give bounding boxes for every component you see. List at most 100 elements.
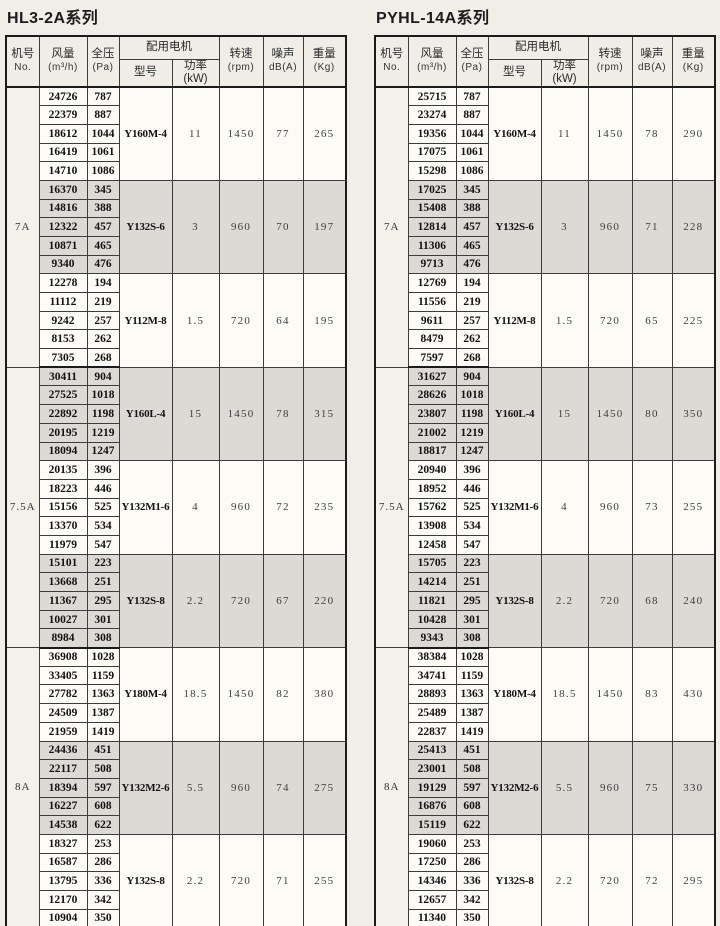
pressure-cell: 1198 (86, 404, 120, 424)
pressure-cell: 887 (86, 105, 120, 125)
airflow-cell: 13370 (38, 516, 88, 536)
airflow-cell: 21959 (38, 721, 88, 742)
machine-no-cell: 7.5A (5, 366, 40, 649)
table-row: 18952 446 (375, 478, 715, 499)
noise-cell: 82 (262, 647, 304, 742)
airflow-cell: 22379 (38, 105, 88, 125)
pressure-cell: 1363 (86, 684, 120, 705)
airflow-cell: 23807 (407, 404, 457, 424)
noise-cell: 72 (262, 460, 304, 555)
table-row: 17075 1061 (375, 142, 715, 163)
airflow-cell: 16419 (38, 142, 88, 163)
table-header: 机号 No. 风量 (m³/h) 全压 (Pa) 配用电机 转速 (rpm) 噪声 dB(… (5, 35, 347, 88)
table-row: 9611 257 (375, 310, 715, 331)
pressure-cell: 194 (455, 273, 489, 293)
pressure-cell: 219 (86, 292, 120, 312)
motor-power-cell: 5.5 (540, 740, 589, 835)
noise-cell: 75 (631, 740, 673, 835)
airflow-cell: 30411 (38, 366, 88, 387)
airflow-cell: 18094 (38, 441, 88, 462)
noise-cell: 71 (631, 179, 673, 275)
table-row: 11556 219 (375, 292, 715, 312)
table-row: 22892 1198 (6, 404, 346, 424)
motor-model-cell: Y112M-8 (487, 273, 542, 368)
noise-cell: 67 (262, 553, 304, 649)
weight-cell: 315 (302, 366, 347, 462)
table-row: 22837 1419 (375, 721, 715, 742)
airflow-cell: 28626 (407, 385, 457, 406)
pressure-cell: 887 (455, 105, 489, 125)
airflow-cell: 33405 (38, 665, 88, 686)
motor-model-cell: Y180M-4 (118, 647, 173, 742)
pressure-cell: 388 (455, 198, 489, 219)
airflow-cell: 12814 (407, 217, 457, 237)
table-row: 15762 525 (375, 497, 715, 518)
table-row: 19129 597 (375, 777, 715, 798)
table-body: 7A 24726 787 Y160M-4 11 1450 77 265 22379 887 1861… (5, 86, 347, 926)
table-row: 18094 1247 (6, 441, 346, 462)
pressure-cell: 219 (455, 292, 489, 312)
pressure-cell: 223 (455, 553, 489, 574)
motor-model-cell: Y132S-8 (487, 833, 542, 926)
weight-cell: 265 (302, 86, 347, 181)
airflow-cell: 31627 (407, 366, 457, 387)
pressure-cell: 396 (455, 460, 489, 480)
table-row: 11340 350 (375, 908, 715, 926)
table-row: 10904 350 (6, 908, 346, 926)
pressure-cell: 787 (455, 86, 489, 107)
motor-power-cell: 2.2 (171, 553, 220, 649)
col-header-airflow: 风量 (m³/h) (38, 35, 88, 88)
pressure-cell: 251 (455, 572, 489, 592)
table-row: 8479 262 (375, 329, 715, 350)
pressure-cell: 1061 (455, 142, 489, 163)
airflow-cell: 25489 (407, 703, 457, 723)
pressure-cell: 350 (86, 908, 120, 926)
motor-model-cell: Y132S-8 (118, 553, 173, 649)
table-row: 15298 1086 (375, 161, 715, 181)
airflow-cell: 20195 (38, 422, 88, 443)
pressure-cell: 345 (455, 179, 489, 200)
table-row: 12657 342 (375, 890, 715, 910)
airflow-cell: 15408 (407, 198, 457, 219)
table-row: 13668 251 (6, 572, 346, 592)
machine-no-cell: 7.5A (374, 366, 409, 649)
motor-power-cell: 1.5 (540, 273, 589, 368)
table-row: 15101 223 Y132S-8 2.2 720 67 220 (6, 553, 347, 649)
airflow-cell: 11367 (38, 591, 88, 611)
pressure-cell: 1086 (455, 161, 489, 181)
noise-cell: 65 (631, 273, 673, 368)
airflow-cell: 18223 (38, 478, 88, 499)
airflow-cell: 14710 (38, 161, 88, 181)
airflow-cell: 20940 (407, 460, 457, 480)
airflow-cell: 19129 (407, 777, 457, 798)
table-row: 11112 219 (6, 292, 346, 312)
col-header-rpm: 转速 (rpm) (218, 35, 264, 88)
pressure-cell: 1159 (455, 665, 489, 686)
motor-power-cell: 1.5 (171, 273, 220, 368)
airflow-cell: 36908 (38, 647, 88, 667)
pressure-cell: 1247 (86, 441, 120, 462)
weight-cell: 255 (671, 460, 716, 555)
table-row: 16876 608 (375, 796, 715, 817)
motor-power-cell: 15 (171, 366, 220, 462)
col-header-noise: 噪声 dB(A) (262, 35, 304, 88)
noise-cell: 74 (262, 740, 304, 835)
table-row: 7597 268 (375, 348, 715, 369)
table-row: 11821 295 (375, 591, 715, 611)
pressure-cell: 1159 (86, 665, 120, 686)
pressure-cell: 388 (86, 198, 120, 219)
rpm-cell: 960 (587, 179, 633, 275)
airflow-cell: 18394 (38, 777, 88, 798)
motor-power-cell: 15 (540, 366, 589, 462)
airflow-cell: 11340 (407, 908, 457, 926)
table-row: 12278 194 Y112M-8 1.5 720 64 195 (6, 273, 347, 368)
col-header-motor: 配用电机 (118, 35, 220, 60)
airflow-cell: 34741 (407, 665, 457, 686)
motor-model-cell: Y132M2-6 (118, 740, 173, 835)
col-header-airflow: 风量 (m³/h) (407, 35, 457, 88)
airflow-cell: 16227 (38, 796, 88, 817)
weight-cell: 240 (671, 553, 716, 649)
pressure-cell: 342 (86, 890, 120, 910)
motor-model-cell: Y160L-4 (118, 366, 173, 462)
pressure-cell: 525 (86, 497, 120, 518)
